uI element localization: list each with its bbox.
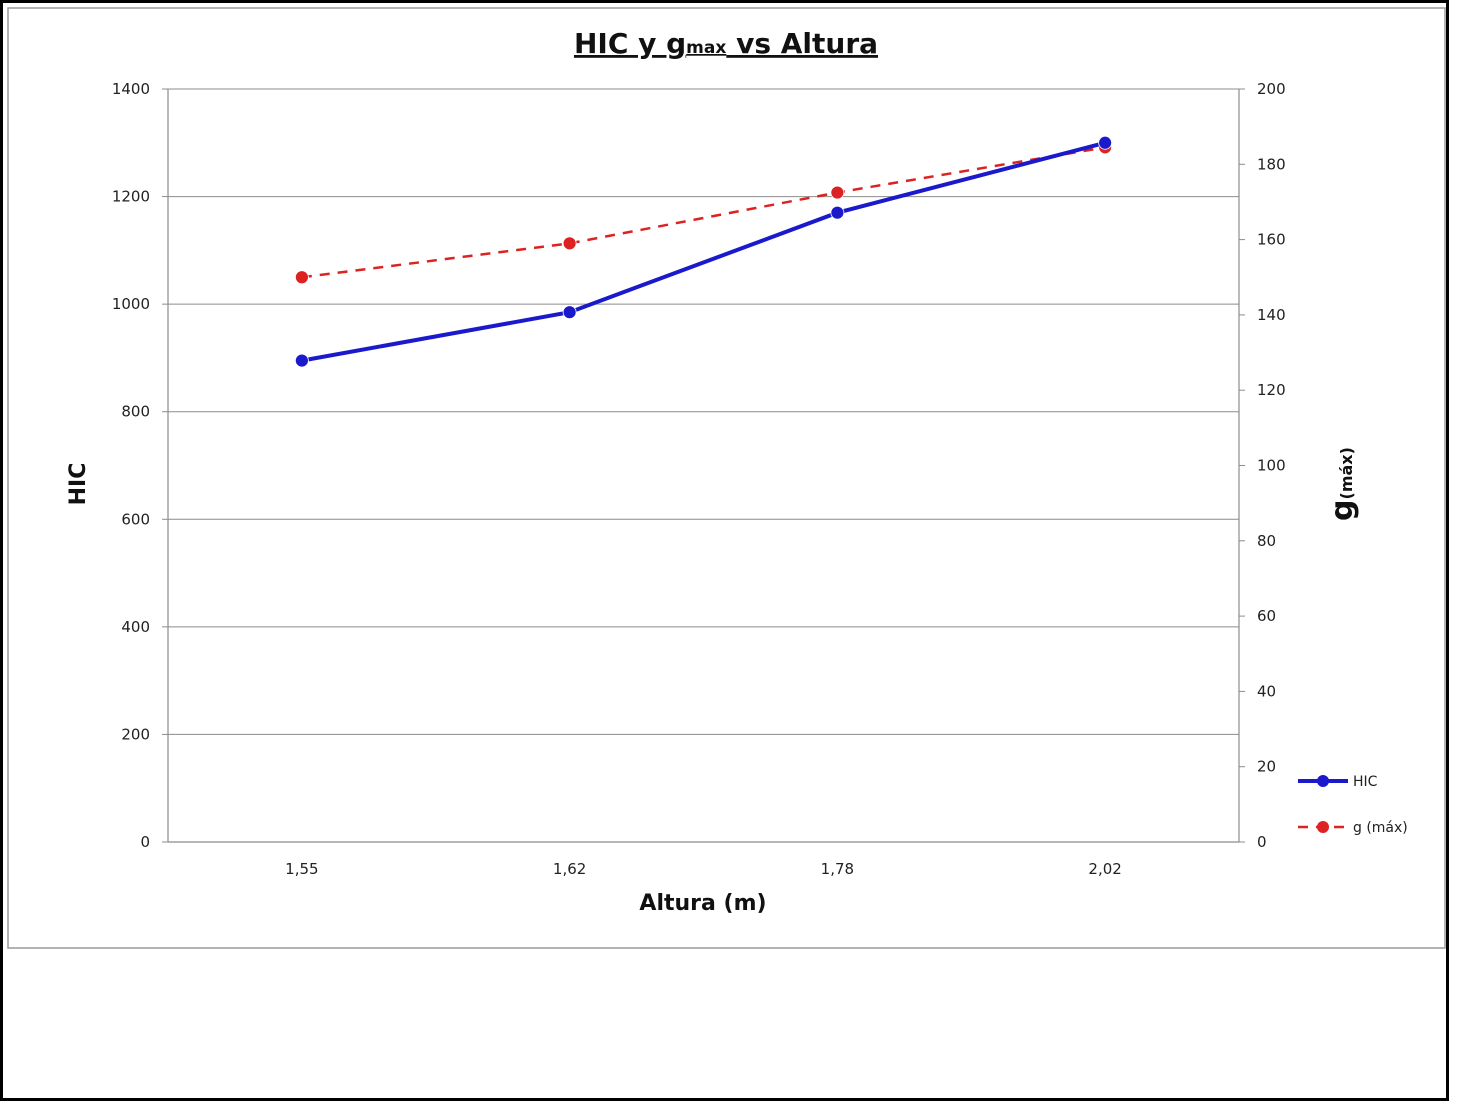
y-right-tick-label: 160	[1257, 231, 1286, 249]
y-right-tick-label: 60	[1257, 607, 1276, 625]
y-right-tick-label: 20	[1257, 758, 1276, 776]
y-right-tick-label: 140	[1257, 306, 1286, 324]
series-line	[301, 140, 1106, 363]
chart-title-rest: vs Altura	[726, 27, 878, 60]
x-tick-label: 1,78	[821, 860, 854, 878]
y-axis-right-ticks: 0 20 40 60 80 100 120 140 160 180 200	[1239, 80, 1286, 851]
y-right-tick-label: 80	[1257, 532, 1276, 550]
legend-marker	[1317, 821, 1329, 833]
y-left-tick-label: 200	[121, 725, 150, 743]
y-axis-left-label: HIC	[66, 463, 91, 506]
legend-label: g (máx)	[1353, 820, 1408, 836]
data-point	[294, 353, 309, 368]
grid-lines	[168, 88, 1239, 735]
legend: HIC g (máx)	[1298, 774, 1408, 836]
y-left-tick-label: 0	[140, 833, 150, 851]
chart-title-base: HIC y g	[574, 27, 686, 60]
x-tick-label: 1,55	[285, 860, 318, 878]
data-point	[830, 205, 845, 220]
y-right-tick-label: 180	[1257, 155, 1286, 173]
data-point	[830, 185, 845, 200]
y-axis-right-label: g(máx)	[1325, 447, 1360, 521]
data-point	[562, 236, 577, 251]
y-left-tick-label: 1200	[112, 188, 150, 206]
y-left-tick-label: 800	[121, 403, 150, 421]
data-point	[562, 305, 577, 320]
series	[294, 135, 1113, 368]
data-point	[1098, 135, 1113, 150]
y-right-tick-label: 40	[1257, 682, 1276, 700]
chart-title-sub: max	[686, 38, 726, 58]
y-right-tick-label: 0	[1257, 833, 1267, 851]
y-axis-left-ticks: 0 200 400 600 800 1000 1200 1400	[112, 80, 168, 851]
x-axis-label: Altura (m)	[639, 891, 766, 916]
y-left-tick-label: 600	[121, 510, 150, 528]
y-right-tick-label: 120	[1257, 381, 1286, 399]
y-left-tick-label: 1000	[112, 295, 150, 313]
x-axis-ticks: 1,55 1,62 1,78 2,02	[285, 860, 1122, 878]
legend-label: HIC	[1353, 774, 1378, 790]
x-tick-label: 1,62	[553, 860, 586, 878]
chart-area-border	[7, 7, 1446, 949]
x-tick-label: 2,02	[1088, 860, 1121, 878]
y-axis-right-label-sub: (máx)	[1337, 447, 1356, 499]
y-right-tick-label: 100	[1257, 457, 1286, 475]
data-point	[294, 270, 309, 285]
chart-title: HIC y gmax vs Altura	[574, 27, 878, 60]
y-left-tick-label: 1400	[112, 80, 150, 98]
series-line	[301, 146, 1106, 279]
axes	[167, 89, 1240, 843]
y-right-tick-label: 200	[1257, 80, 1286, 98]
y-left-tick-label: 400	[121, 618, 150, 636]
legend-marker	[1317, 775, 1329, 787]
y-axis-right-label-base: g	[1325, 499, 1360, 520]
